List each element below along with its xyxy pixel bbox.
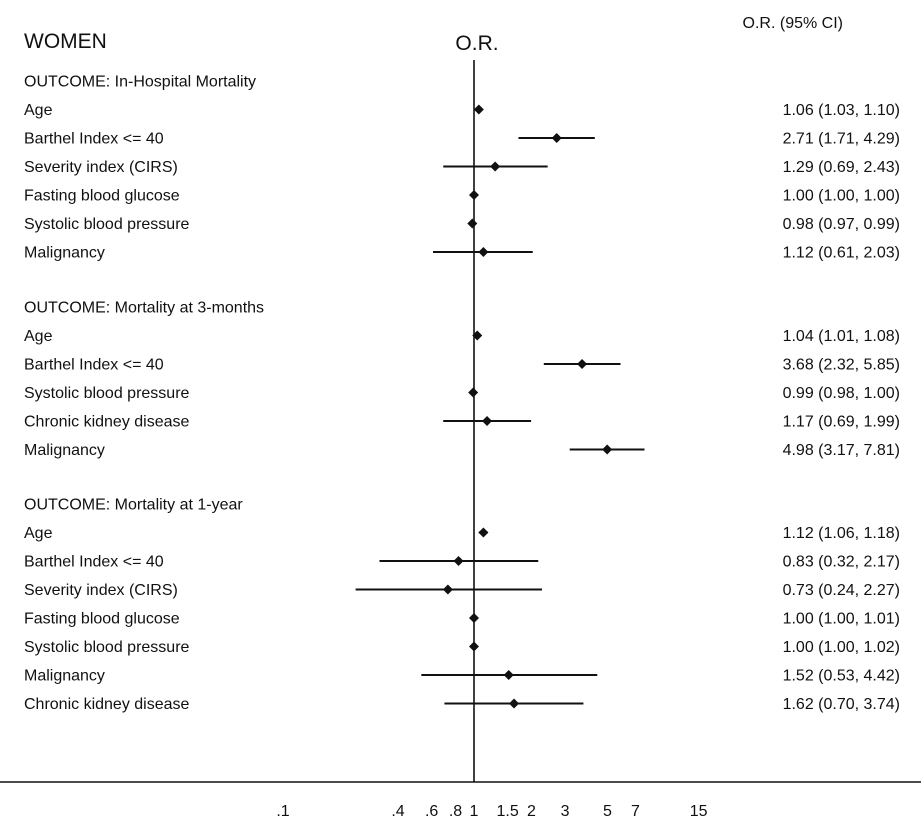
- or-point-marker: [467, 218, 478, 229]
- x-tick-label: 7: [631, 803, 640, 820]
- row-label: Severity index (CIRS): [24, 159, 178, 176]
- row-label: Severity index (CIRS): [24, 582, 178, 599]
- x-tick-label: .8: [449, 803, 462, 820]
- x-tick-label: 3: [561, 803, 570, 820]
- ci-value: 1.06 (1.03, 1.10): [783, 102, 900, 119]
- or-point-marker: [478, 527, 489, 538]
- or-point-marker: [602, 444, 613, 455]
- ci-value: 1.52 (0.53, 4.42): [783, 668, 900, 685]
- or-point-marker: [469, 641, 479, 652]
- or-point-marker: [469, 190, 479, 200]
- row-label: Malignancy: [24, 245, 105, 262]
- x-tick-label: .4: [391, 803, 404, 820]
- axis-label: O.R.: [455, 32, 498, 55]
- or-point-marker: [482, 416, 493, 426]
- or-point-marker: [577, 359, 588, 369]
- ci-value: 0.83 (0.32, 2.17): [783, 554, 900, 571]
- or-point-marker: [442, 584, 453, 595]
- row-label: Chronic kidney disease: [24, 414, 190, 431]
- row-label: Malignancy: [24, 442, 105, 459]
- row-label: Malignancy: [24, 668, 105, 685]
- x-tick-label: 1: [470, 803, 479, 820]
- or-point-marker: [503, 670, 514, 680]
- chart-title: WOMEN: [24, 30, 107, 53]
- ci-value: 0.99 (0.98, 1.00): [783, 385, 900, 402]
- ci-value: 3.68 (2.32, 5.85): [783, 357, 900, 374]
- ci-value: 1.00 (1.00, 1.01): [783, 611, 900, 628]
- row-label: Fasting blood glucose: [24, 188, 180, 205]
- row-label: Systolic blood pressure: [24, 385, 190, 402]
- row-label: Age: [24, 328, 53, 345]
- or-point-marker: [472, 330, 483, 341]
- forest-rows: OUTCOME: In-Hospital Mortality Age 1.06 (1…: [24, 74, 900, 714]
- x-tick-label: 1.5: [497, 803, 519, 820]
- row-label: Chronic kidney disease: [24, 696, 190, 713]
- ci-value: 1.17 (0.69, 1.99): [783, 414, 900, 431]
- row-label: Barthel Index <= 40: [24, 554, 164, 571]
- or-point-marker: [478, 247, 489, 257]
- row-label: Age: [24, 102, 53, 119]
- or-point-marker: [469, 613, 479, 623]
- row-label: Systolic blood pressure: [24, 639, 190, 656]
- group-heading: OUTCOME: Mortality at 3-months: [24, 300, 264, 317]
- ci-value: 1.12 (0.61, 2.03): [783, 245, 900, 262]
- or-point-marker: [490, 161, 501, 172]
- x-tick-label: 15: [690, 803, 708, 820]
- ci-column-header: O.R. (95% CI): [743, 15, 843, 32]
- x-axis-ticks: .1 .4 .6 .8 1 1.5 2 3 5 7 15: [276, 803, 707, 820]
- ci-value: 4.98 (3.17, 7.81): [783, 442, 900, 459]
- row-label: Fasting blood glucose: [24, 611, 180, 628]
- ci-value: 1.00 (1.00, 1.00): [783, 188, 900, 205]
- x-tick-label: .1: [276, 803, 289, 820]
- ci-value: 0.98 (0.97, 0.99): [783, 216, 900, 233]
- or-point-marker: [509, 698, 520, 709]
- or-point-marker: [551, 133, 562, 143]
- group-heading: OUTCOME: Mortality at 1-year: [24, 497, 243, 514]
- x-tick-label: 2: [527, 803, 536, 820]
- or-point-marker: [453, 556, 464, 566]
- group-heading: OUTCOME: In-Hospital Mortality: [24, 74, 256, 91]
- ci-value: 0.73 (0.24, 2.27): [783, 582, 900, 599]
- ci-value: 2.71 (1.71, 4.29): [783, 131, 900, 148]
- or-point-marker: [473, 104, 484, 115]
- ci-value: 1.29 (0.69, 2.43): [783, 159, 900, 176]
- row-label: Systolic blood pressure: [24, 216, 190, 233]
- row-label: Age: [24, 525, 53, 542]
- ci-value: 1.12 (1.06, 1.18): [783, 525, 900, 542]
- row-label: Barthel Index <= 40: [24, 131, 164, 148]
- x-tick-label: .6: [425, 803, 438, 820]
- or-point-marker: [468, 387, 479, 398]
- row-label: Barthel Index <= 40: [24, 357, 164, 374]
- ci-value: 1.00 (1.00, 1.02): [783, 639, 900, 656]
- x-tick-label: 5: [603, 803, 612, 820]
- ci-value: 1.04 (1.01, 1.08): [783, 328, 900, 345]
- ci-value: 1.62 (0.70, 3.74): [783, 696, 900, 713]
